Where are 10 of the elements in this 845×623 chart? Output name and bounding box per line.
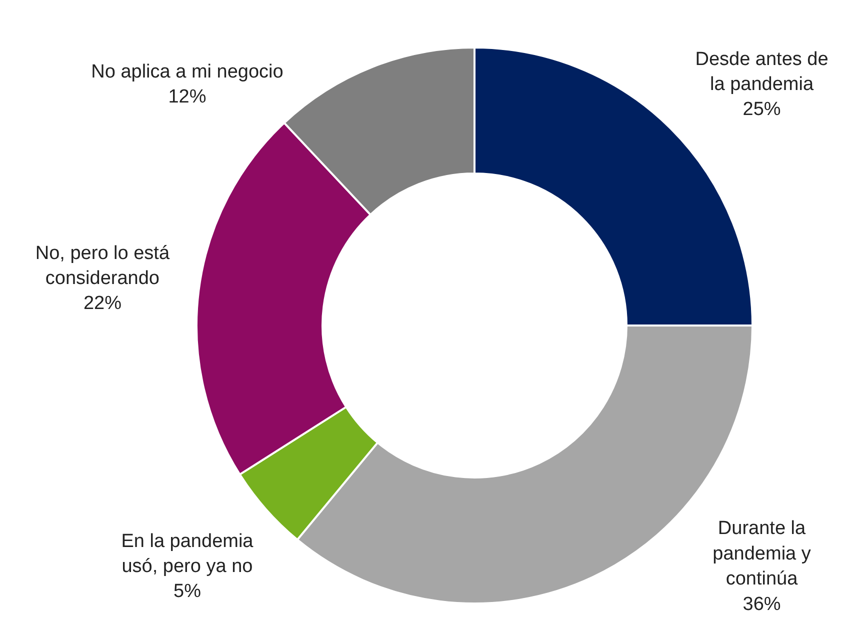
slice-label: No, pero lo está considerando: [35, 242, 170, 289]
slice-label: Desde antes de la pandemia: [695, 48, 828, 95]
data-label: 36%: [742, 594, 781, 615]
slice-label: Durante la pandemia y continúa: [712, 518, 812, 590]
data-label: 5%: [174, 581, 202, 602]
data-label: 12%: [168, 86, 206, 108]
slice-label: En la pandemia usó, pero ya no: [121, 530, 254, 578]
data-label: 25%: [742, 99, 781, 120]
slice-label: No aplica a mi negocio: [91, 61, 284, 82]
data-label: 22%: [83, 293, 122, 314]
